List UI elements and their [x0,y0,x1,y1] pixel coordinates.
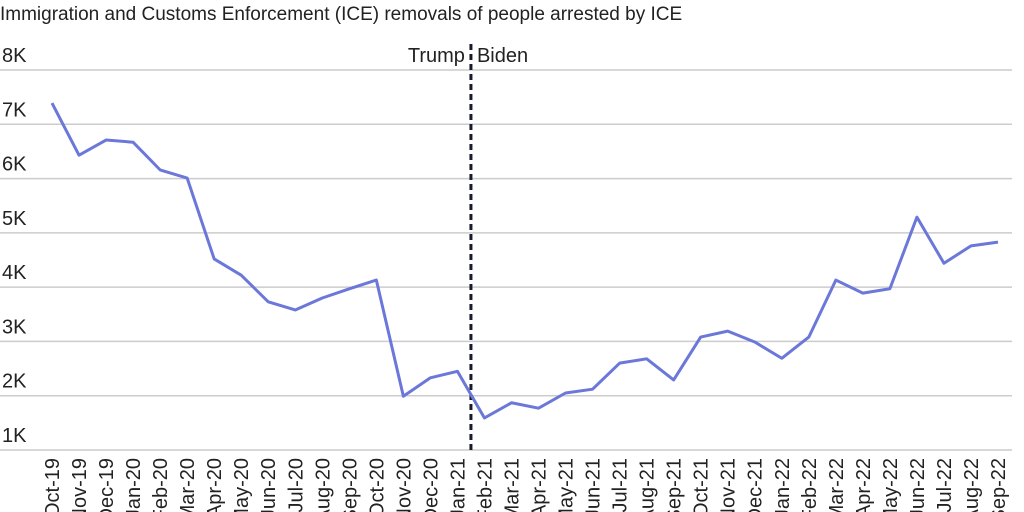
x-tick-label: May-21 [556,458,578,512]
x-tick-label: Feb-20 [150,458,172,512]
x-tick-label: Nov-21 [718,458,740,512]
y-tick-label: 3K [2,316,27,338]
y-tick-label: 5K [2,208,27,230]
x-tick-label: Jun-22 [907,458,929,512]
x-tick-label: Jul-20 [285,458,307,512]
x-tick-label: Feb-22 [799,458,821,512]
x-tick-label: Jul-21 [610,458,632,512]
x-tick-label: Sep-21 [664,458,686,512]
x-tick-label: Jan-22 [772,458,794,512]
x-tick-label: Jan-20 [123,458,145,512]
x-tick-label: Dec-21 [745,458,767,512]
x-tick-label: Apr-21 [529,458,551,512]
x-tick-label: Feb-21 [474,458,496,512]
x-tick-label: Apr-20 [204,458,226,512]
x-tick-label: Oct-20 [366,458,388,512]
x-tick-label: Mar-22 [826,458,848,512]
x-tick-label: Sep-22 [988,458,1010,512]
x-tick-label: Mar-21 [501,458,523,512]
x-tick-label: Sep-20 [339,458,361,512]
x-tick-label: Oct-19 [42,458,64,512]
x-tick-label: Jul-22 [934,458,956,512]
y-tick-label: 7K [2,99,27,121]
x-tick-label: Aug-20 [312,458,334,512]
chart-title: Immigration and Customs Enforcement (ICE… [0,4,682,25]
x-tick-label: Mar-20 [177,458,199,512]
data-line [50,102,999,420]
x-tick-label: Apr-22 [853,458,875,512]
annotation: Trump [408,45,465,67]
x-tick-label: Jan-21 [447,458,469,512]
x-tick-label: Oct-21 [691,458,713,512]
x-tick-label: Jun-21 [583,458,605,512]
x-tick-label: Dec-20 [420,458,442,512]
annotation: Biden [477,45,528,67]
x-tick-label: Nov-20 [393,458,415,512]
y-tick-label: 4K [2,262,27,284]
x-tick-label: Dec-19 [96,458,118,512]
x-tick-label: Jun-20 [258,458,280,512]
y-tick-label: 6K [2,154,27,176]
y-tick-label: 1K [2,425,27,447]
x-tick-label: Aug-21 [637,458,659,512]
x-tick-label: May-20 [231,458,253,512]
x-tick-label: May-22 [880,458,902,512]
x-tick-label: Nov-19 [69,458,91,512]
y-tick-label: 8K [2,45,27,67]
y-tick-label: 2K [2,371,27,393]
x-tick-label: Aug-22 [961,458,983,512]
